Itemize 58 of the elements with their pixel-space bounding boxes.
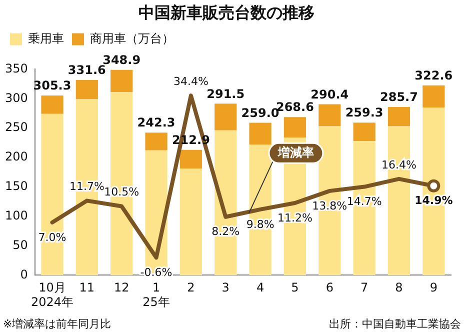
text: ※増減率は前年同月比 <box>3 317 112 330</box>
data-label: 34.4% <box>173 74 208 88</box>
bar <box>249 122 272 145</box>
data-label: 9.8% <box>246 218 274 231</box>
legend-label: 商用車（万台） <box>90 31 174 46</box>
x-tick-label: 5 <box>291 280 299 295</box>
text: 増減率 <box>276 145 314 160</box>
total-label: 331.6 <box>68 63 106 78</box>
bar <box>76 80 98 100</box>
data-label: 7.0% <box>38 230 66 244</box>
total-label: 259.3 <box>345 106 384 120</box>
x-tick-label: 4 <box>256 280 264 295</box>
total-label: 322.6 <box>414 68 453 82</box>
y-tick-label: 250 <box>5 120 28 134</box>
total-label: 291.5 <box>206 86 245 101</box>
data-label: 13.8% <box>312 199 348 212</box>
x-tick-label: 9 <box>430 280 438 295</box>
data-label: 14.9% <box>414 194 453 208</box>
y-tick-label: 300 <box>5 90 28 105</box>
legend-label: 乗用車 <box>28 31 64 46</box>
total-label: 290.4 <box>310 87 349 102</box>
bar <box>180 150 202 169</box>
y-tick-label: 200 <box>5 150 28 164</box>
x-tick-label: 8 <box>395 280 403 295</box>
data-label: 14.7% <box>346 195 382 208</box>
bar <box>284 117 306 138</box>
bar <box>388 107 410 126</box>
text: 出所：中国自動車工業協会 <box>329 317 461 330</box>
bar <box>110 70 133 92</box>
total-label: 242.3 <box>137 116 176 130</box>
bar <box>145 132 168 150</box>
data-label: 8.2% <box>212 225 240 238</box>
x-tick-label: 12 <box>114 280 130 295</box>
data-label: 11.7% <box>69 180 104 194</box>
bar <box>353 122 376 142</box>
total-label: 285.7 <box>380 90 418 104</box>
x-tick-label: 6 <box>326 280 334 295</box>
x-tick-label: 3 <box>222 280 230 295</box>
x-tick-label: 2 <box>187 280 195 295</box>
y-tick-label: 50 <box>12 238 28 252</box>
y-tick-label: 350 <box>5 61 28 76</box>
y-tick-label: 0 <box>20 267 28 282</box>
bar <box>180 168 202 276</box>
bar <box>41 96 64 114</box>
x-tick-label: 1 25年 <box>142 280 170 309</box>
bar <box>318 104 341 126</box>
bar <box>214 104 237 130</box>
data-label: 10.5% <box>104 186 140 199</box>
data-label: -0.6% <box>140 266 172 279</box>
y-tick-label: 100 <box>5 208 28 222</box>
x-tick-label: 10月 2024年 <box>30 280 74 309</box>
y-tick-label: 150 <box>5 179 28 194</box>
x-tick-label: 7 <box>360 280 368 295</box>
chart-title: 中国新車販売台数の推移 <box>138 2 314 22</box>
data-label: 16.4% <box>382 158 416 172</box>
data-label: 11.2% <box>277 211 312 224</box>
bar <box>422 85 445 108</box>
x-tick-label: 11 <box>79 280 95 295</box>
